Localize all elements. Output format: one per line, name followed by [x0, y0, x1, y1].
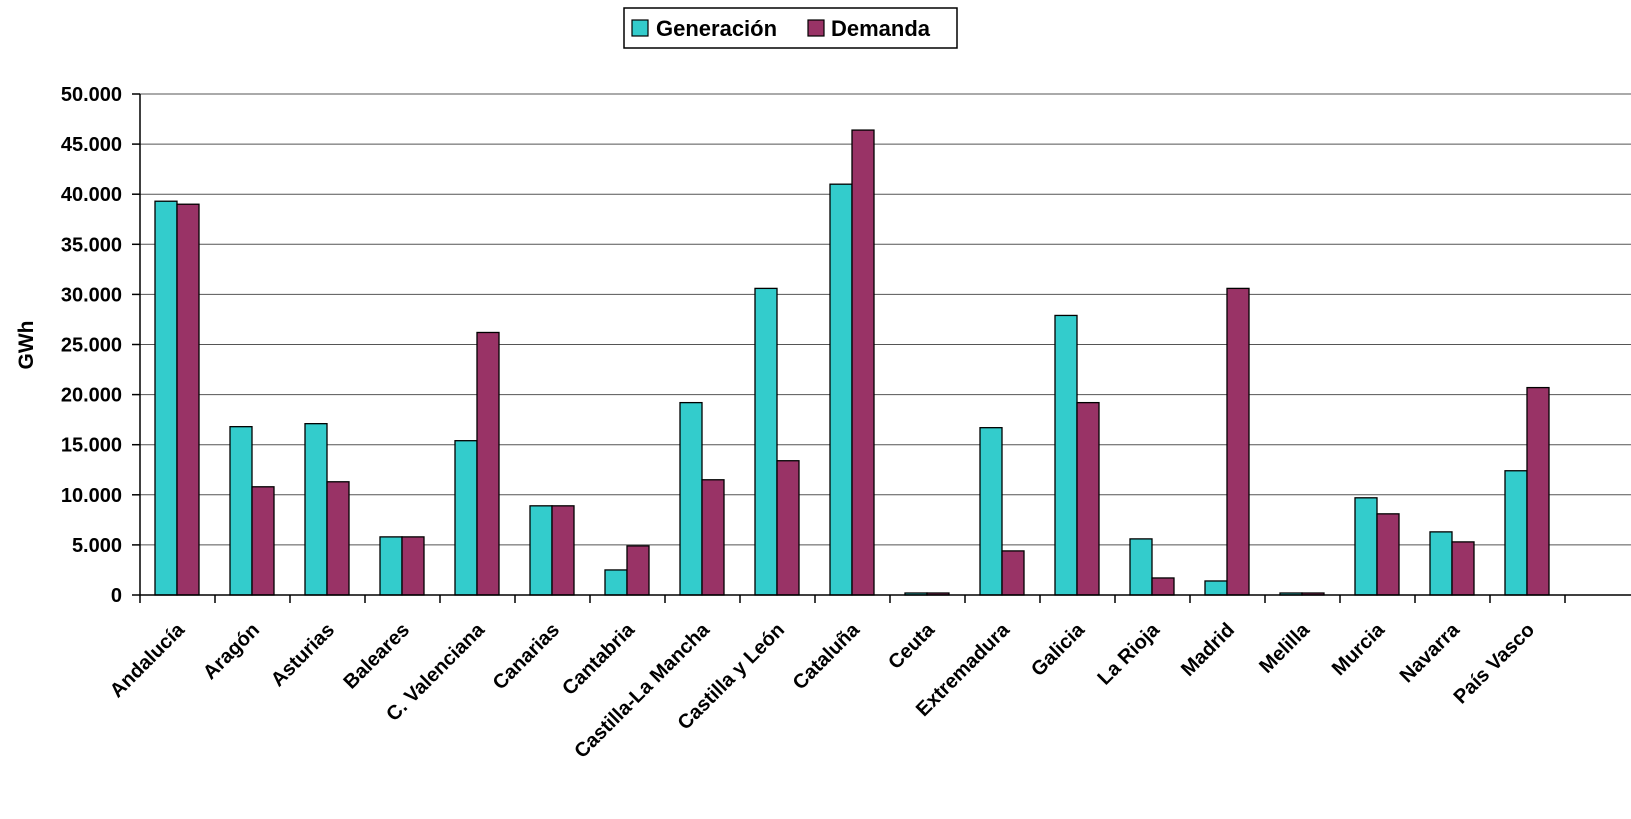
bar-generacion — [229, 426, 253, 596]
legend-box — [623, 7, 958, 49]
legend-swatch-generacion — [631, 19, 649, 37]
bar-demanda — [626, 545, 650, 596]
bar-generacion — [1504, 470, 1528, 596]
gridlines — [140, 93, 1631, 546]
bar-demanda — [251, 486, 275, 596]
bar-generacion — [529, 505, 553, 596]
bar-demanda — [176, 203, 200, 596]
y-tick-label: 20.000 — [61, 385, 122, 407]
bar-generacion — [829, 183, 853, 596]
bar-demanda — [551, 505, 575, 596]
y-tick-label: 0 — [111, 585, 122, 607]
y-tick-label: 50.000 — [61, 84, 122, 106]
bars — [154, 129, 1550, 596]
bar-generacion — [604, 569, 628, 596]
bar-demanda — [776, 460, 800, 596]
x-category-label: Asturias — [267, 619, 339, 691]
x-category-label: Galicia — [1027, 618, 1090, 681]
x-category-label: Cantabria — [558, 618, 639, 699]
bar-generacion — [754, 287, 778, 596]
bar-generacion — [454, 440, 478, 596]
x-category-label: Navarra — [1396, 618, 1465, 687]
y-tick-label: 10.000 — [61, 485, 122, 507]
legend-label-generacion: Generación — [656, 16, 777, 41]
bar-demanda — [1226, 287, 1250, 596]
bar-generacion — [1429, 531, 1453, 596]
x-category-label: Canarias — [489, 619, 564, 694]
bar-demanda — [401, 536, 425, 596]
x-category-label: Andalucía — [106, 618, 190, 702]
bar-demanda — [1451, 541, 1475, 596]
bar-demanda — [326, 481, 350, 596]
legend: Generación Demanda — [623, 7, 958, 49]
y-tick-label: 30.000 — [61, 284, 122, 306]
x-category-label: Madrid — [1177, 619, 1239, 681]
x-category-label: Baleares — [340, 619, 415, 694]
bar-demanda — [1076, 401, 1100, 596]
legend-label-demanda: Demanda — [831, 16, 931, 41]
bar-demanda — [851, 129, 875, 596]
y-tick-label: 35.000 — [61, 234, 122, 256]
x-category-label: Aragón — [199, 619, 264, 684]
bar-generacion — [1354, 497, 1378, 596]
x-category-label: La Rioja — [1093, 618, 1164, 689]
y-axis-title: GWh — [15, 321, 38, 370]
bar-demanda — [701, 479, 725, 596]
bar-demanda — [1151, 577, 1175, 596]
x-category-label: Ceuta — [884, 618, 939, 673]
y-tick-label: 40.000 — [61, 184, 122, 206]
bar-generacion — [1204, 580, 1228, 596]
y-tick-label: 25.000 — [61, 335, 122, 357]
x-category-label: Cataluña — [789, 618, 865, 694]
x-category-label: Melilla — [1255, 618, 1314, 677]
bar-demanda — [1526, 386, 1550, 596]
bar-demanda — [476, 331, 500, 596]
x-category-label: País Vasco — [1450, 619, 1539, 708]
bar-demanda — [1376, 513, 1400, 596]
axes — [132, 93, 1631, 603]
x-category-label: Murcia — [1328, 618, 1390, 680]
bar-generacion — [154, 200, 178, 596]
tick-labels: 0 5.000 10.000 15.000 20.000 25.000 30.000 35.0… — [61, 84, 1539, 763]
bar-generacion — [379, 536, 403, 596]
bar-generacion — [1054, 314, 1078, 596]
x-category-label: Castilla-La Mancha — [570, 618, 714, 762]
legend-swatch-demanda — [807, 19, 825, 37]
y-tick-label: 45.000 — [61, 134, 122, 156]
bar-generacion — [979, 427, 1003, 596]
bar-generacion — [304, 423, 328, 596]
bar-generacion — [679, 401, 703, 596]
bar-demanda — [1001, 550, 1025, 596]
y-tick-label: 15.000 — [61, 435, 122, 457]
bar-generacion — [1129, 538, 1153, 596]
y-tick-label: 5.000 — [72, 535, 122, 557]
